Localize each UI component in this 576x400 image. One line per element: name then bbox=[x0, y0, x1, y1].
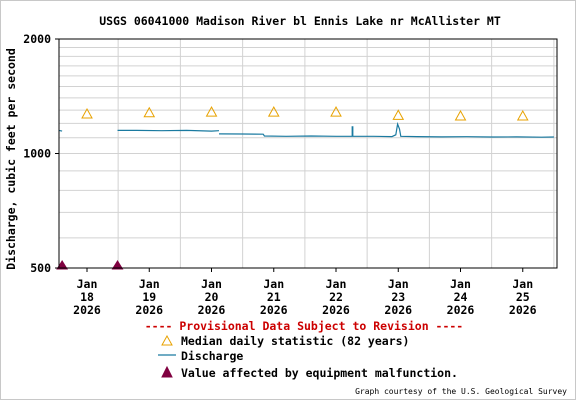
legend-median-triangle-icon bbox=[161, 334, 173, 346]
x-tick-date: 20 bbox=[205, 290, 219, 304]
graph-credit: Graph courtesy of the U.S. Geological Su… bbox=[355, 387, 567, 396]
median-point bbox=[454, 109, 467, 121]
x-tick-month: Jan bbox=[201, 277, 222, 291]
series-layer bbox=[56, 106, 554, 270]
x-tick-year: 2026 bbox=[447, 303, 475, 317]
y-tick-labels: 500 1000 2000 bbox=[23, 32, 59, 275]
provisional-notice: ---- Provisional Data Subject to Revisio… bbox=[145, 319, 464, 333]
x-tick-month: Jan bbox=[450, 277, 471, 291]
legend: Median daily statistic (82 years) Discha… bbox=[158, 334, 458, 380]
median-point bbox=[267, 106, 280, 117]
x-tick-year: 2026 bbox=[509, 303, 537, 317]
x-tick-date: 24 bbox=[454, 290, 468, 304]
y-tick-label: 500 bbox=[30, 261, 51, 275]
legend-item-median: Median daily statistic (82 years) bbox=[161, 334, 409, 348]
y-tick-label: 2000 bbox=[23, 32, 51, 46]
x-tick-date: 19 bbox=[142, 290, 156, 304]
x-tick-month: Jan bbox=[326, 277, 347, 291]
discharge-line-segment bbox=[218, 121, 554, 138]
discharge-line-segment bbox=[117, 129, 220, 132]
x-tick-year: 2026 bbox=[384, 303, 412, 317]
x-tick-labels: Jan182026Jan192026Jan202026Jan212026Jan2… bbox=[73, 268, 537, 317]
legend-median-label: Median daily statistic (82 years) bbox=[181, 334, 409, 348]
x-tick-year: 2026 bbox=[260, 303, 288, 317]
x-tick-year: 2026 bbox=[73, 303, 101, 317]
median-point bbox=[330, 106, 342, 117]
x-tick-date: 25 bbox=[516, 290, 530, 304]
discharge-line-segment bbox=[58, 129, 63, 132]
x-tick-month: Jan bbox=[77, 277, 98, 291]
legend-malfunction-triangle-icon bbox=[161, 365, 173, 378]
legend-discharge-label: Discharge bbox=[181, 349, 243, 363]
x-tick-date: 21 bbox=[267, 290, 281, 304]
median-point bbox=[143, 106, 156, 118]
x-tick-date: 22 bbox=[329, 290, 343, 304]
legend-item-discharge: Discharge bbox=[158, 349, 243, 363]
x-tick-month: Jan bbox=[139, 277, 160, 291]
x-tick-month: Jan bbox=[512, 277, 533, 291]
median-point bbox=[392, 109, 405, 120]
x-tick-month: Jan bbox=[388, 277, 409, 291]
median-point bbox=[205, 106, 218, 117]
chart-title: USGS 06041000 Madison River bl Ennis Lak… bbox=[99, 14, 501, 28]
legend-item-malfunction: Value affected by equipment malfunction. bbox=[161, 365, 458, 380]
x-tick-month: Jan bbox=[263, 277, 284, 291]
median-point bbox=[516, 109, 529, 121]
malfunction-point bbox=[111, 260, 124, 270]
x-tick-date: 23 bbox=[391, 290, 405, 304]
x-tick-year: 2026 bbox=[322, 303, 350, 317]
median-point bbox=[81, 107, 93, 119]
legend-malfunction-label: Value affected by equipment malfunction. bbox=[181, 366, 458, 380]
x-tick-year: 2026 bbox=[135, 303, 163, 317]
malfunction-point bbox=[56, 260, 69, 270]
y-axis-label: Discharge, cubic feet per second bbox=[4, 48, 18, 270]
y-tick-label: 1000 bbox=[23, 147, 51, 161]
x-tick-year: 2026 bbox=[198, 303, 226, 317]
x-tick-date: 18 bbox=[80, 290, 94, 304]
grid-lines bbox=[59, 38, 557, 268]
